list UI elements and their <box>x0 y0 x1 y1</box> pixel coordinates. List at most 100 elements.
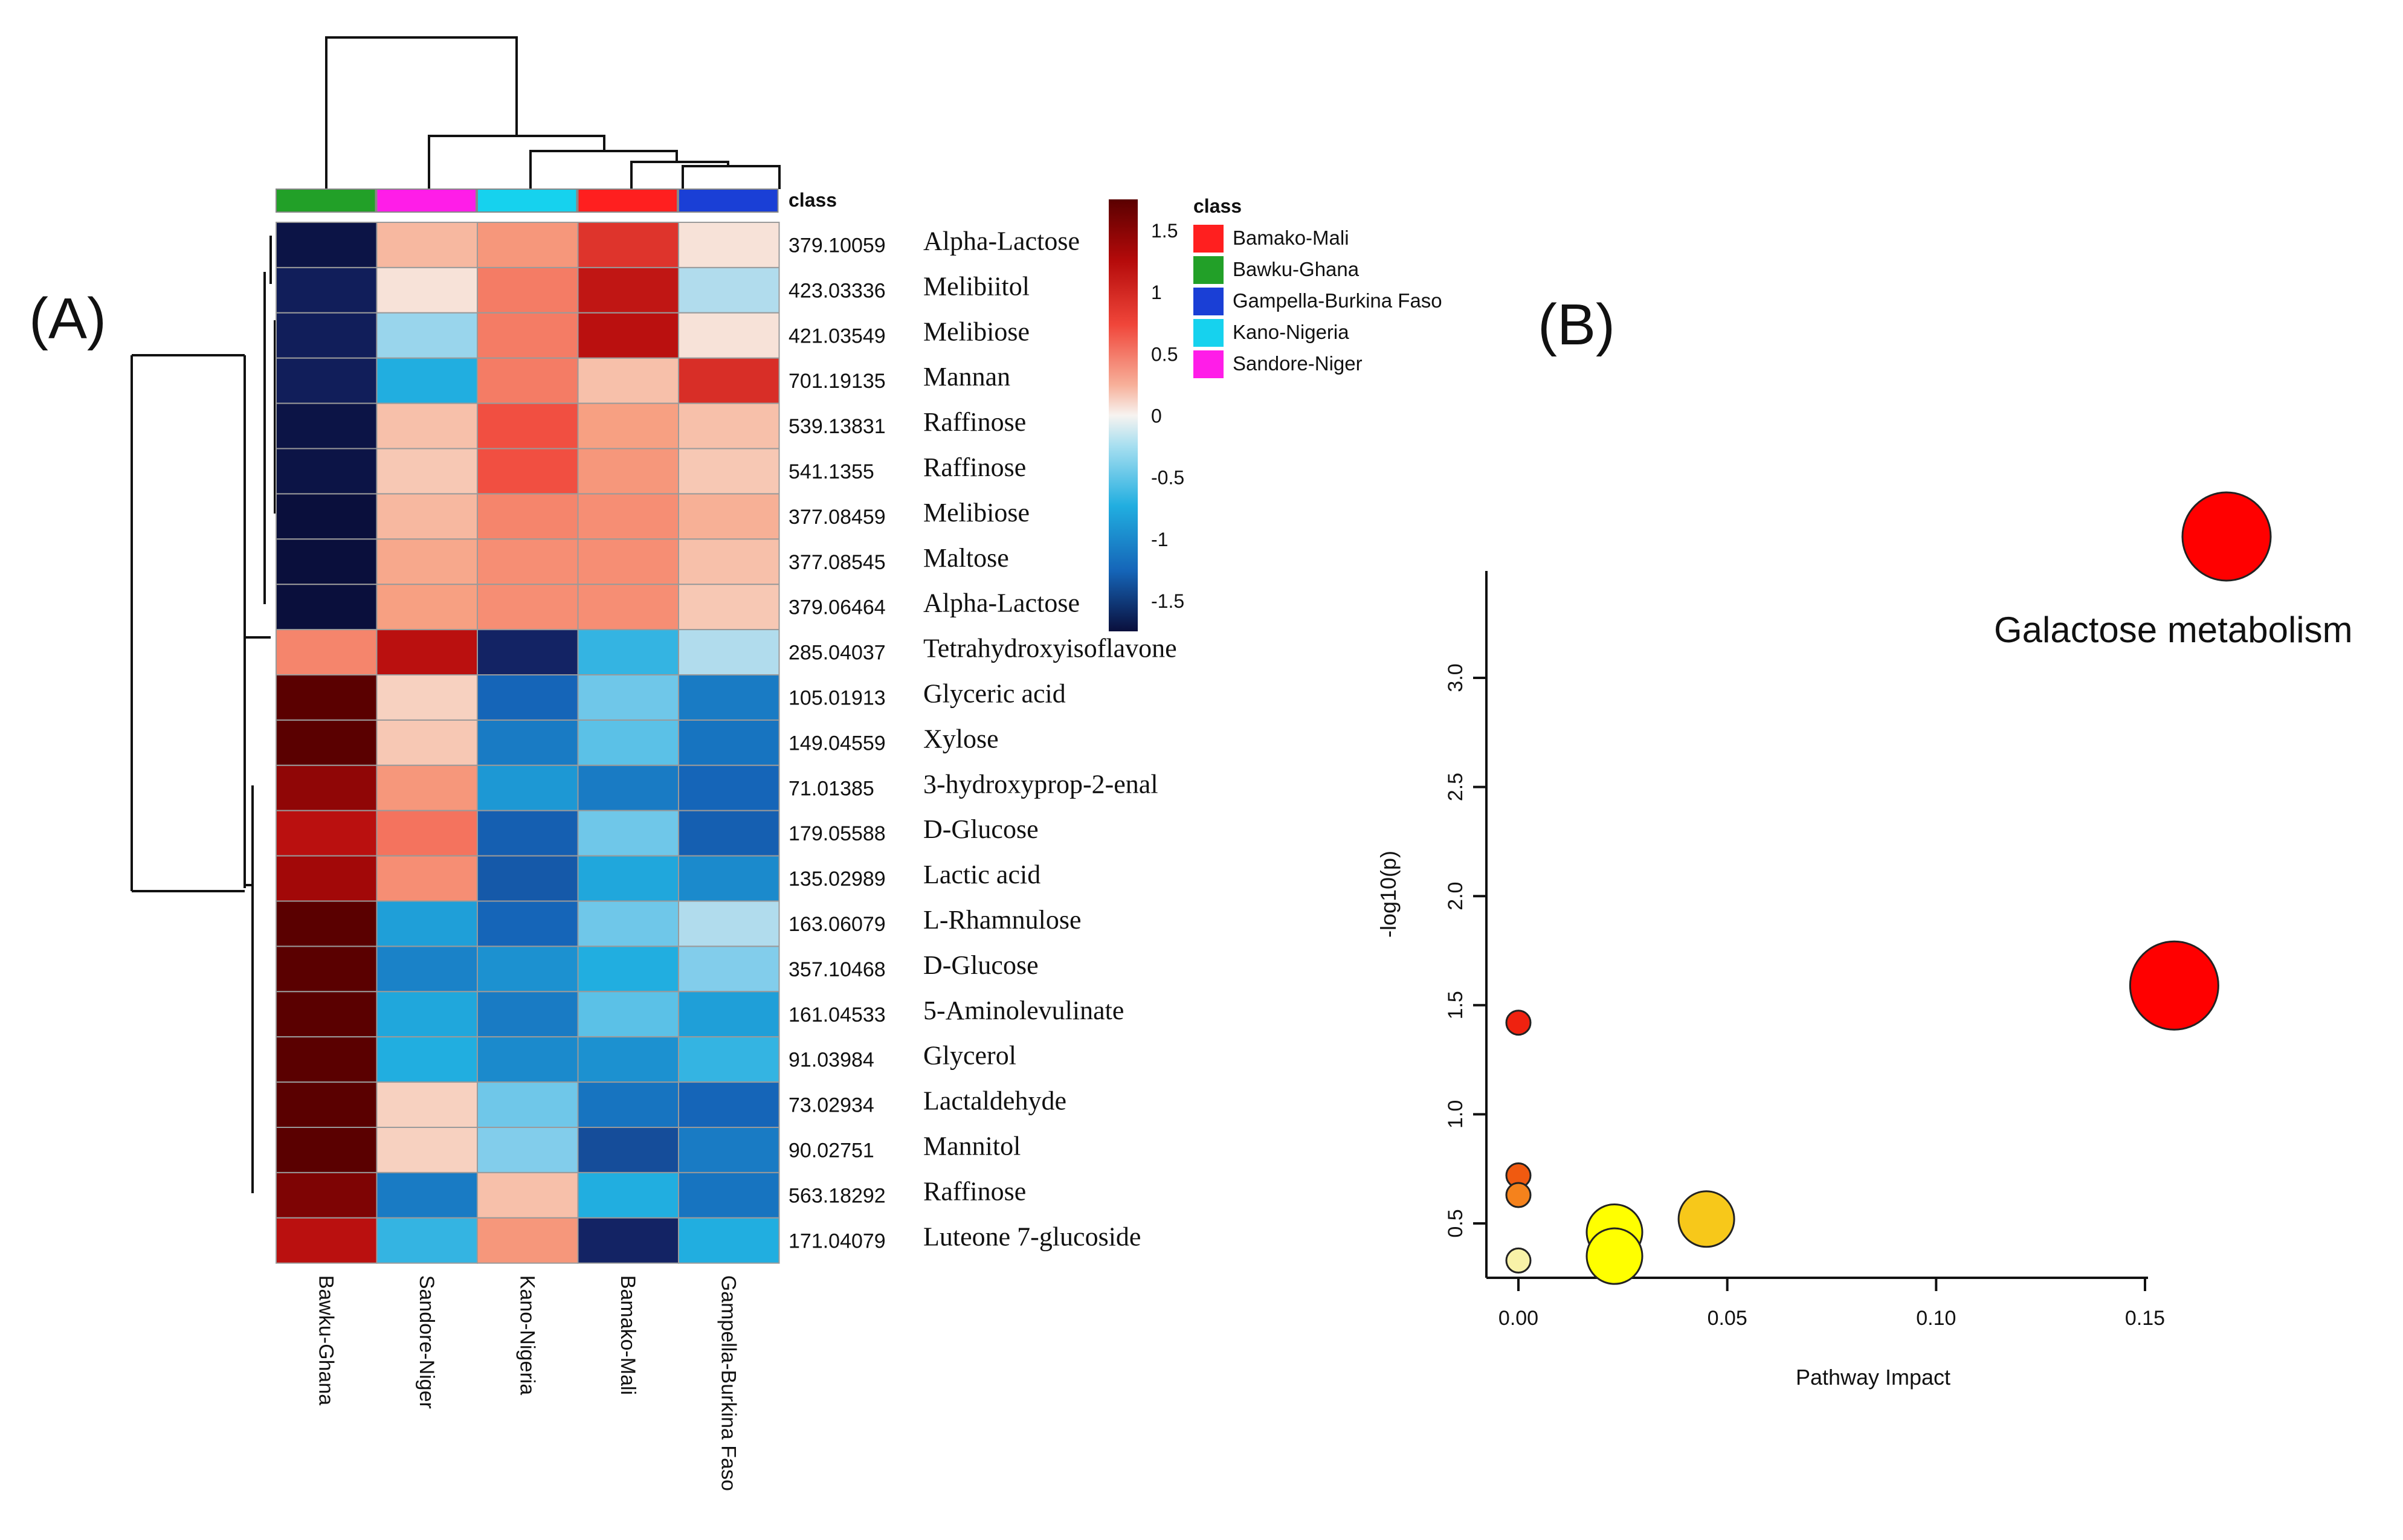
heatmap-cell <box>276 584 378 631</box>
heatmap-cell <box>678 357 780 404</box>
heatmap-cell <box>477 222 579 268</box>
scatter-point <box>1505 1182 1532 1208</box>
heatmap-cell <box>276 991 378 1038</box>
heatmap-cells <box>276 222 780 1264</box>
heatmap-cell <box>477 1081 579 1128</box>
heatmap-cell <box>477 402 579 449</box>
class-bar-cell <box>577 188 678 213</box>
heatmap-cell <box>276 1036 378 1083</box>
heatmap-cell <box>376 266 478 314</box>
heatmap-cell <box>678 1127 780 1173</box>
heatmap-cell <box>276 719 378 766</box>
heatmap-cell <box>376 312 478 359</box>
heatmap-cell <box>577 991 679 1038</box>
row-mz-label: 73.02934 <box>789 1094 874 1117</box>
heatmap-cell <box>376 1171 478 1219</box>
y-tick-label: 2.0 <box>1444 882 1467 910</box>
heatmap-cell <box>678 900 780 947</box>
row-name-label: Mannan <box>923 362 1010 391</box>
row-name-label: Tetrahydroxyisoflavone <box>923 634 1177 663</box>
heatmap-cell <box>376 402 478 449</box>
row-name-label: Raffinose <box>923 453 1026 482</box>
heatmap-cell <box>678 764 780 811</box>
heatmap-cell <box>376 1036 478 1083</box>
row-mz-label: 423.03336 <box>789 279 886 302</box>
row-mz-label: 90.02751 <box>789 1139 874 1162</box>
heatmap-cell <box>477 312 579 359</box>
legend-swatch <box>1193 256 1224 284</box>
legend-title: class <box>1193 195 1242 217</box>
heatmap-cell <box>276 629 378 675</box>
legend-label: Bamako-Mali <box>1233 227 1349 249</box>
heatmap-cell <box>376 222 478 268</box>
heatmap-cell <box>577 855 679 902</box>
pathway-scatter-panel: 0.5 1.0 1.5 2.0 2.5 3.0 0.00 0.05 0.10 0.15 Path… <box>1376 491 2353 1390</box>
heatmap-cell <box>477 764 579 811</box>
heatmap-cell <box>577 1081 679 1128</box>
row-mz-label: 91.03984 <box>789 1049 874 1072</box>
heatmap-cell <box>678 538 780 585</box>
scatter-point <box>2129 940 2219 1031</box>
colorbar-tick-label: 1.5 <box>1151 220 1178 242</box>
legend-swatch <box>1193 225 1224 253</box>
heatmap-cell <box>376 855 478 902</box>
row-dendrogram <box>131 236 276 1193</box>
heatmap-cell <box>276 810 378 857</box>
colorbar-tick-label: 0 <box>1151 405 1162 427</box>
legend-swatch <box>1193 350 1224 378</box>
heatmap-panel: 379.10059 423.03336 421.03549 701.19135 539.… <box>131 36 1177 1491</box>
row-mz-label: 71.01385 <box>789 777 874 800</box>
heatmap-cell <box>577 493 679 540</box>
x-tick-label: 0.05 <box>1708 1307 1747 1330</box>
row-mz-label: 563.18292 <box>789 1184 886 1207</box>
heatmap-cell <box>577 357 679 404</box>
row-name-label: Glyceric acid <box>923 678 1066 708</box>
row-mz-label: 161.04533 <box>789 1004 886 1026</box>
row-name-label: Maltose <box>923 543 1009 573</box>
row-mz-label: 149.04559 <box>789 732 886 755</box>
heatmap-cell <box>376 810 478 857</box>
column-label: Bawku-Ghana <box>314 1275 337 1406</box>
colorbar-ticks: 1.5 1 0.5 0 -0.5 -1 -1.5 <box>1151 220 1184 612</box>
heatmap-cell <box>477 266 579 314</box>
heatmap-cell <box>477 810 579 857</box>
scatter-point <box>1505 1247 1532 1274</box>
row-mz-label: 171.04079 <box>789 1229 886 1252</box>
heatmap-cell <box>678 448 780 495</box>
panel-label-b: (B) <box>1538 292 1615 357</box>
heatmap-cell <box>276 312 378 359</box>
y-tick-label: 2.5 <box>1444 773 1467 801</box>
row-name-label: Alpha-Lactose <box>923 226 1080 256</box>
heatmap-cell <box>577 764 679 811</box>
class-header: class <box>789 189 837 211</box>
scatter-points <box>1505 940 2219 1285</box>
heatmap-cell <box>577 674 679 721</box>
heatmap-cell <box>276 1217 378 1264</box>
heatmap-cell <box>477 991 579 1038</box>
row-name-label: D-Glucose <box>923 950 1039 980</box>
row-name-label: Raffinose <box>923 1176 1026 1206</box>
heatmap-cell <box>678 991 780 1038</box>
heatmap-cell <box>678 674 780 721</box>
x-axis-ticks: 0.00 0.05 0.10 0.15 <box>1498 1278 2165 1330</box>
row-name-label: Xylose <box>923 724 999 753</box>
row-name-label: Melibiose <box>923 498 1030 527</box>
x-tick-label: 0.15 <box>2125 1307 2165 1330</box>
row-name-label: 3-hydroxyprop-2-enal <box>923 769 1158 799</box>
scatter-point <box>1505 1010 1532 1036</box>
heatmap-cell <box>678 946 780 993</box>
heatmap-cell <box>477 1171 579 1219</box>
heatmap-cell <box>276 357 378 404</box>
heatmap-cell <box>276 266 378 314</box>
heatmap-cell <box>477 584 579 631</box>
column-dendrogram <box>325 36 781 189</box>
heatmap-cell <box>477 855 579 902</box>
scatter-point <box>1585 1227 1643 1285</box>
heatmap-cell <box>276 448 378 495</box>
row-name-label: D-Glucose <box>923 814 1039 844</box>
heatmap-cell <box>678 584 780 631</box>
legend-label: Bawku-Ghana <box>1233 258 1360 280</box>
row-name-label: Melibiose <box>923 317 1030 346</box>
heatmap-cell <box>276 855 378 902</box>
